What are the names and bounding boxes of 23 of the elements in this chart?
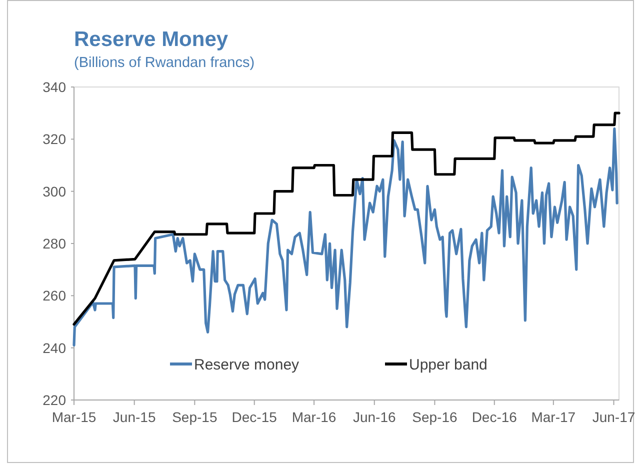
y-tick-label: 320 [42, 131, 66, 148]
x-tick-label: Jun-17 [592, 409, 636, 425]
x-tick-label: Mar-15 [52, 409, 96, 425]
line-series [72, 127, 618, 347]
x-tick-label: Dec-16 [472, 409, 518, 425]
x-tick-label: Mar-16 [292, 409, 336, 425]
x-tick-label: Jun-15 [112, 409, 156, 425]
x-tick-label: Dec-15 [232, 409, 278, 425]
x-tick-label: Sep-15 [172, 409, 218, 425]
line-series [72, 112, 620, 326]
x-tick-label: Sep-16 [412, 409, 458, 425]
chart-title: Reserve Money [74, 28, 228, 51]
y-tick-label: 300 [42, 183, 66, 200]
y-tick-label: 340 [42, 79, 66, 95]
legend-label: Upper band [409, 356, 488, 374]
legend-label: Reserve money [194, 356, 300, 374]
y-tick-label: 260 [42, 288, 66, 304]
chart-subtitle: (Billions of Rwandan francs) [74, 55, 255, 71]
x-tick-label: Jun-16 [352, 409, 396, 425]
y-tick-label: 220 [42, 392, 66, 408]
x-tick-label: Mar-17 [531, 409, 576, 425]
y-tick-label: 280 [42, 236, 66, 252]
y-tick-label: 240 [42, 340, 66, 356]
